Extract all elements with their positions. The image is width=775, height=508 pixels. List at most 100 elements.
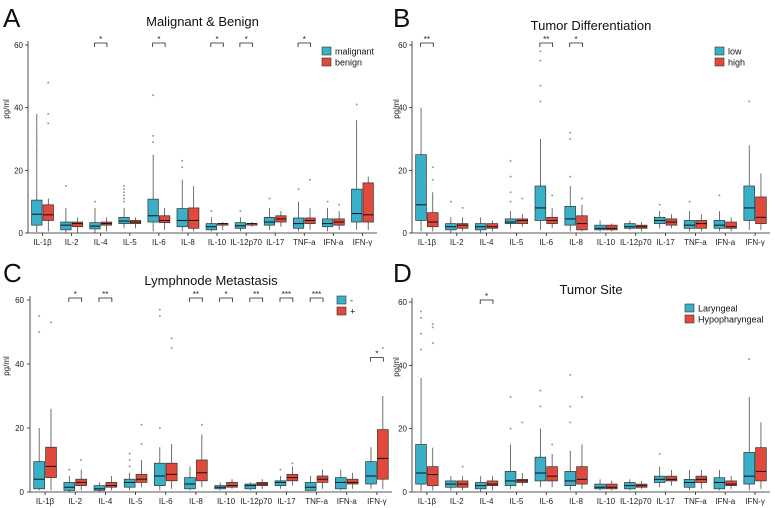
- x-tick-label: IFN-a: [337, 497, 358, 506]
- box-laryngeal-ifn: [743, 358, 755, 491]
- box--il12p70: [256, 479, 268, 489]
- box-low-il17: [653, 203, 666, 229]
- box-malignant-tnfa: [292, 188, 305, 232]
- significance-bracket: [68, 297, 83, 302]
- outlier-point: [170, 347, 173, 349]
- significance-label: *: [575, 35, 578, 44]
- box-iqr: [576, 466, 588, 485]
- outlier-point: [64, 185, 67, 187]
- outlier-point: [297, 188, 300, 191]
- box-hypopharyngeal-il8: [576, 396, 588, 489]
- box-iqr: [147, 198, 159, 223]
- outlier-point: [158, 315, 161, 317]
- outlier-point: [509, 396, 512, 398]
- x-tick-label: IL-4: [480, 497, 494, 506]
- significance-marker: ***: [279, 290, 294, 302]
- significance-bracket: [420, 42, 434, 47]
- x-tick-label: TNF-a: [305, 497, 328, 506]
- box-malignant-il12p70: [234, 210, 246, 232]
- box-high-ifna: [725, 217, 737, 232]
- box-low-il8: [564, 131, 576, 232]
- outlier-point: [47, 112, 50, 115]
- box-malignant-il10: [205, 210, 217, 232]
- outlier-point: [539, 100, 542, 103]
- x-tick-label: IFN-a: [323, 238, 344, 247]
- box-iqr: [263, 216, 276, 226]
- box-high-il4: [486, 220, 499, 232]
- box-malignant-il8: [176, 159, 188, 232]
- box-low-il4: [474, 217, 487, 233]
- box-iqr: [606, 483, 618, 490]
- box--il1: [45, 321, 57, 491]
- outlier-point: [431, 178, 434, 181]
- significance-bracket: [189, 297, 203, 302]
- box-high-il5: [516, 197, 529, 227]
- box-iqr: [322, 218, 334, 228]
- outlier-point: [539, 59, 542, 62]
- x-tick-label: TNF-a: [684, 238, 707, 247]
- outlier-point: [539, 389, 542, 392]
- significance-bracket: [94, 42, 108, 47]
- x-tick-label: IL-1β: [36, 497, 55, 506]
- significance-marker: **: [98, 290, 113, 302]
- box-hypopharyngeal-il10: [606, 480, 618, 491]
- x-tick-label: TNF-a: [684, 497, 707, 506]
- outlier-point: [658, 203, 661, 206]
- box-malignant-il1: [31, 113, 43, 233]
- outlier-point: [80, 459, 83, 461]
- y-axis-label: pg/ml: [392, 99, 401, 119]
- box-iqr: [755, 447, 767, 482]
- legend-label: Laryngeal: [698, 304, 738, 314]
- legend-swatch: [321, 46, 332, 56]
- outlier-point: [38, 331, 41, 333]
- outlier-point: [158, 308, 161, 311]
- significance-marker: *: [239, 35, 253, 47]
- box-benign-il17: [275, 211, 287, 227]
- box-laryngeal-il4: [474, 476, 487, 492]
- significance-label: *: [485, 292, 488, 301]
- outlier-point: [569, 373, 572, 376]
- box-laryngeal-il1: [415, 310, 427, 492]
- box-iqr: [576, 215, 588, 231]
- significance-label: **: [253, 290, 259, 299]
- legend-label: benign: [335, 58, 362, 68]
- box-laryngeal-il2: [445, 476, 457, 491]
- x-tick-label: IL-6: [159, 497, 173, 506]
- box-laryngeal-il6: [534, 389, 547, 488]
- legend-swatch: [714, 46, 725, 56]
- x-tick-label: IL-8: [181, 238, 195, 247]
- box--ifn: [365, 447, 377, 489]
- y-tick-label: 0: [403, 229, 408, 238]
- y-tick-label: 0: [19, 229, 24, 238]
- outlier-point: [539, 405, 542, 408]
- box-hypopharyngeal-il4: [486, 476, 499, 491]
- box--il2: [75, 459, 87, 491]
- significance-label: **: [543, 35, 549, 44]
- significance-marker: *: [152, 35, 166, 47]
- box-high-il8: [576, 197, 588, 232]
- box-iqr: [42, 204, 54, 221]
- outlier-point: [128, 465, 131, 468]
- outlier-point: [50, 321, 53, 324]
- y-tick-label: 40: [398, 104, 407, 113]
- box-benign-il5: [129, 217, 142, 229]
- outlier-point: [140, 423, 143, 426]
- outlier-point: [239, 210, 242, 213]
- significance-label: *: [74, 290, 77, 299]
- box--tnfa: [316, 469, 329, 489]
- outlier-point: [291, 462, 294, 465]
- box-iqr: [725, 480, 737, 487]
- legend-swatch: [684, 303, 695, 313]
- x-tick-label: IL-2: [450, 497, 464, 506]
- significance-label: *: [215, 35, 218, 44]
- y-axis-label: pg/ml: [2, 99, 11, 119]
- box--tnfa: [304, 476, 317, 491]
- significance-label: **: [193, 290, 199, 299]
- box-iqr: [594, 483, 606, 490]
- x-tick-label: IL-8: [569, 238, 583, 247]
- outlier-point: [449, 200, 452, 203]
- box-iqr: [504, 471, 517, 487]
- x-tick-label: IL-5: [510, 238, 524, 247]
- box-high-il1: [427, 166, 439, 232]
